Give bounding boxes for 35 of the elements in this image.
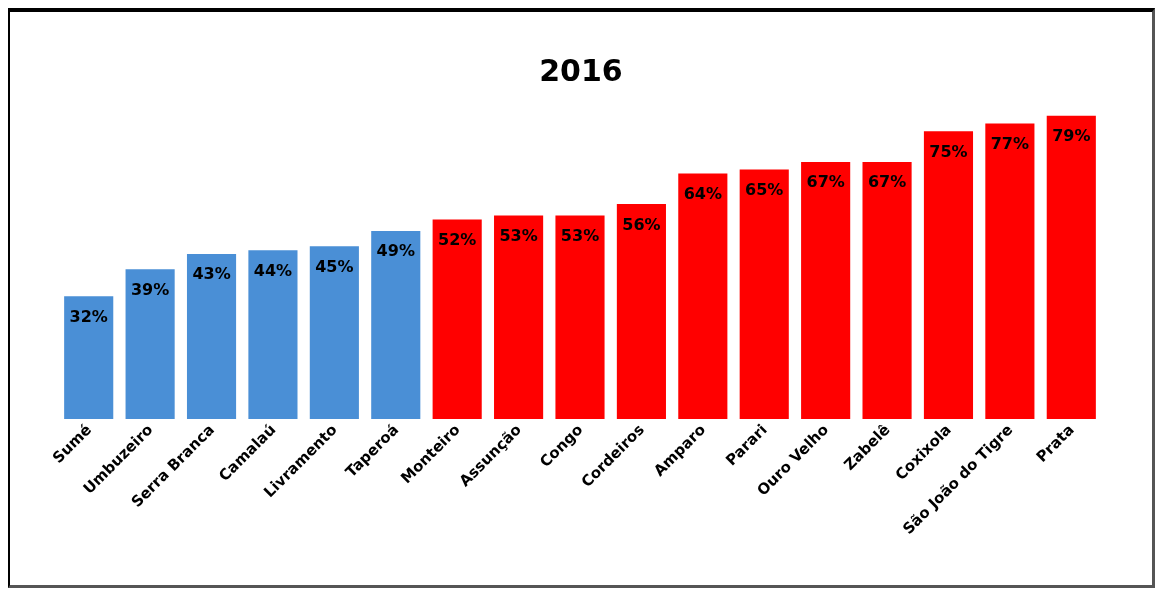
data-label: 56%: [622, 214, 661, 234]
bar: [125, 269, 175, 419]
bar: [739, 169, 789, 419]
data-label: 67%: [806, 172, 845, 192]
data-label: 79%: [1052, 126, 1091, 146]
data-label: 65%: [745, 180, 784, 200]
bar: [1046, 115, 1096, 419]
bar: [186, 253, 237, 419]
data-label: 53%: [499, 226, 538, 246]
bar: [985, 123, 1035, 419]
data-label: 45%: [315, 256, 354, 276]
data-label: 52%: [438, 229, 477, 249]
data-label: 67%: [867, 172, 907, 192]
data-label: 64%: [683, 183, 722, 203]
data-label: 75%: [929, 141, 968, 161]
bar: [432, 219, 482, 419]
bar: [494, 215, 544, 419]
chart-title: 2016: [539, 52, 623, 88]
data-label: 77%: [990, 134, 1030, 154]
data-label: 43%: [192, 264, 231, 284]
bar: [64, 296, 114, 419]
bar: [801, 161, 851, 419]
bar: [616, 204, 666, 419]
data-label: 53%: [560, 226, 600, 246]
data-label: 49%: [376, 241, 415, 261]
data-label: 44%: [253, 260, 293, 280]
bar: [555, 215, 605, 419]
bar: [862, 161, 912, 419]
data-label: 32%: [69, 306, 108, 326]
bar: [371, 230, 421, 419]
bar: [923, 131, 974, 419]
bar: [678, 173, 728, 419]
bar: [309, 246, 359, 419]
data-label: 39%: [130, 279, 170, 299]
bar: [248, 250, 298, 419]
